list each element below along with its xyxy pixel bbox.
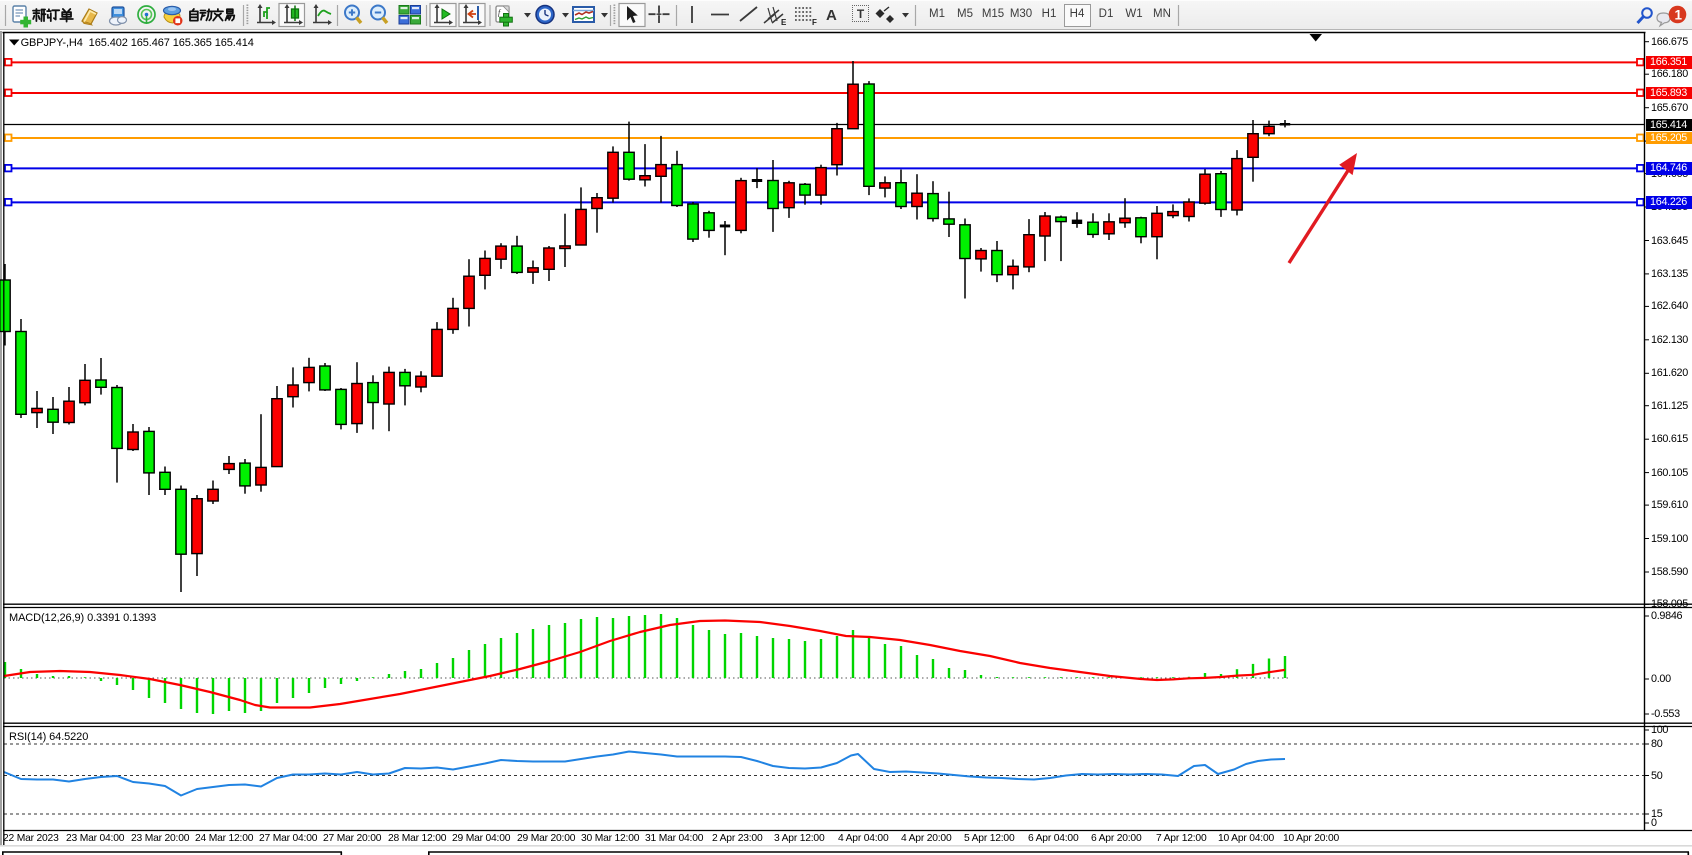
- svg-text:1: 1: [1675, 8, 1683, 23]
- svg-text:E: E: [781, 18, 787, 27]
- svg-text:f: f: [498, 8, 502, 17]
- svg-text:F: F: [812, 18, 817, 27]
